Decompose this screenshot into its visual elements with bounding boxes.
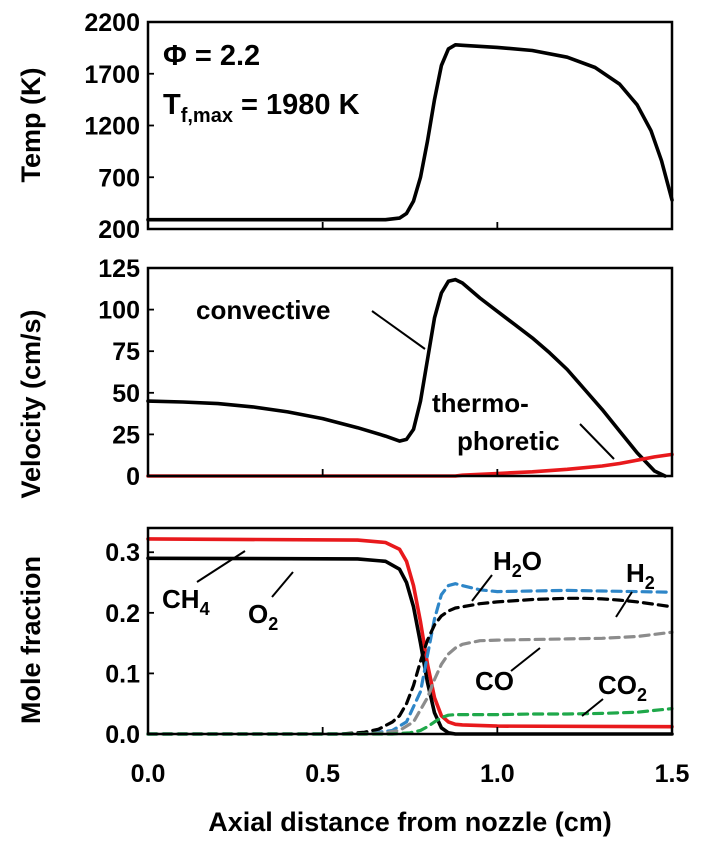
convective-label: convective (196, 295, 330, 325)
co-line (146, 630, 674, 736)
ch4-leader-line (196, 550, 246, 583)
thermophoretic-leader-line (579, 423, 615, 460)
mole-fraction-plot-frame (146, 526, 674, 736)
temperature-panel: 200 700 1200 1700 2200 Temp (K) Φ = 2.2 Tf,m… (16, 9, 674, 244)
thermophoretic-label-line1: thermo- (432, 388, 529, 418)
thermophoretic-label-line2: phoretic (457, 426, 560, 456)
y-tick-label: 75 (112, 338, 140, 366)
ch4-label: CH4 (162, 584, 210, 619)
x-tick-label: 1.0 (480, 760, 515, 788)
temperature-y-axis-label: Temp (K) (16, 68, 46, 183)
o2-label: O2 (248, 599, 278, 634)
tmax-annotation: Tf,max = 1980 K (163, 89, 360, 127)
o2-leader-line (271, 571, 294, 598)
h2-label: H2 (626, 558, 655, 593)
temperature-y-ticks: 200 700 1200 1700 2200 (84, 9, 154, 244)
temperature-series (146, 43, 674, 222)
co2-leader-line (581, 698, 604, 717)
velocity-y-axis-label: Velocity (cm/s) (16, 309, 46, 498)
co-label: CO (475, 666, 514, 696)
x-tick-label: 1.5 (655, 760, 690, 788)
y-tick-label: 0 (126, 463, 140, 491)
mole-fraction-y-axis-label: Mole fraction (16, 556, 46, 724)
mole-fraction-y-ticks: 0.0 0.1 0.2 0.3 (105, 539, 154, 749)
mole-fraction-panel: 0.00.10.20.3 0.0 0.5 1.0 1.5 Mole fraction … (16, 526, 690, 788)
co2-label: CO2 (598, 670, 647, 705)
y-tick-label: 0.1 (105, 660, 140, 688)
ch4-line (146, 537, 674, 729)
convective-velocity-line (146, 277, 667, 478)
convective-leader-line (371, 310, 426, 350)
h2-line (146, 596, 674, 736)
y-tick-label: 2200 (84, 9, 140, 37)
h2o-leader-line (471, 574, 493, 602)
temperature-x-ticks (147, 222, 673, 229)
y-tick-label: 200 (98, 216, 140, 244)
h2o-label: H2O (493, 546, 542, 581)
x-axis-label: Axial distance from nozzle (cm) (208, 807, 612, 837)
x-tick-label: 0.5 (305, 760, 340, 788)
velocity-panel: 0 25 50 75 100 125 convective thermo- phoreti… (98, 255, 674, 491)
mole-fraction-series (146, 537, 674, 736)
mole-fraction-x-ticks: 0.0 0.5 1.0 1.5 (131, 727, 690, 788)
y-tick-label: 50 (112, 380, 140, 408)
y-tick-label: 700 (98, 164, 140, 192)
y-tick-label: 0.3 (105, 539, 140, 567)
velocity-y-ticks: 0 25 50 75 100 125 (98, 255, 154, 491)
co-leader-line (510, 647, 541, 672)
y-tick-label: 1200 (84, 113, 140, 141)
phi-annotation: Φ = 2.2 (163, 40, 260, 72)
velocity-x-ticks (147, 469, 673, 476)
y-tick-label: 125 (98, 255, 140, 283)
h2-leader-line (615, 591, 633, 618)
thermophoretic-velocity-line (146, 452, 674, 478)
x-tick-label: 0.0 (131, 760, 166, 788)
co2-line (146, 707, 674, 736)
y-tick-label: 0.0 (105, 721, 140, 749)
y-tick-label: 100 (98, 297, 140, 325)
h2o-line (146, 582, 674, 736)
temperature-line (146, 43, 674, 222)
y-tick-label: 1700 (84, 61, 140, 89)
y-tick-label: 25 (112, 421, 140, 449)
y-tick-label: 0.2 (105, 600, 140, 628)
velocity-plot-frame (146, 266, 674, 478)
